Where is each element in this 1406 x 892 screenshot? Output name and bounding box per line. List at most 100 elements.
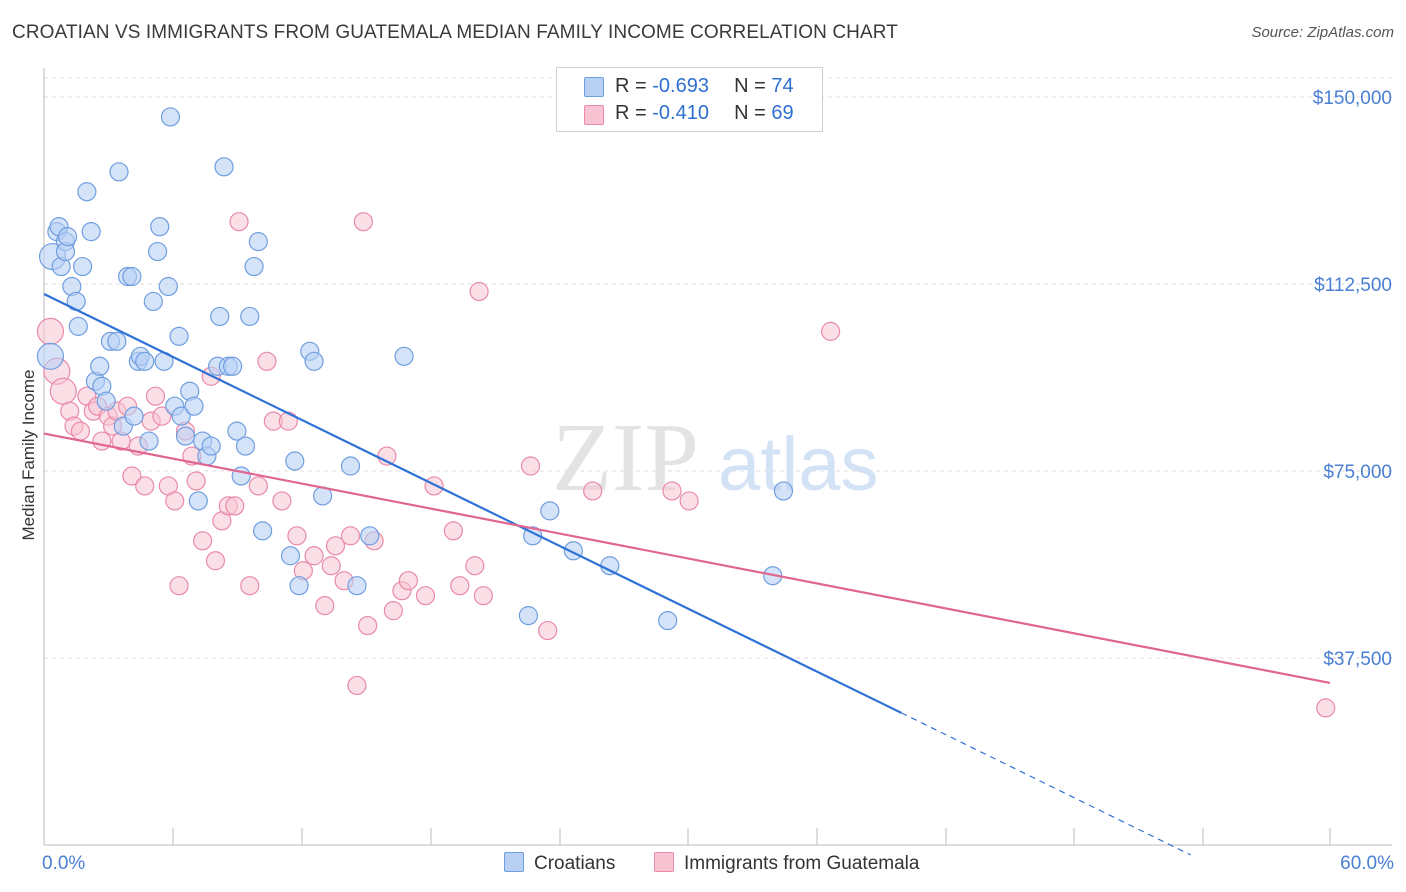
bottom-legend-label: Croatians: [534, 853, 616, 874]
croatian-point: [72, 256, 93, 277]
bottom-swatch-blue: [504, 852, 524, 872]
guatemala-point: [36, 317, 65, 345]
croatian-point: [57, 227, 78, 247]
legend-row-croatians: R = -0.693 N = 74: [615, 75, 794, 98]
croatian-point: [109, 162, 129, 182]
stats-legend: R = -0.693 N = 74 R = -0.410 N = 69: [556, 67, 823, 132]
legend-swatch-blue: [584, 77, 604, 97]
croatian-point: [160, 107, 181, 127]
guatemala-point: [398, 571, 418, 591]
croatian-point: [135, 351, 155, 371]
trend-lines: [43, 292, 1331, 856]
guatemala-point: [287, 526, 307, 546]
croatian-point: [175, 426, 196, 446]
croatian-point: [81, 222, 101, 242]
croatian-point: [235, 436, 256, 456]
croatian-point: [36, 342, 65, 370]
legend-swatch-pink: [584, 105, 604, 125]
guatemala-point: [135, 476, 155, 496]
croatian-point: [658, 610, 678, 631]
guatemala-point: [257, 351, 277, 371]
guatemala-point: [469, 281, 489, 302]
guatemala-point: [424, 476, 444, 496]
croatian-point: [280, 546, 301, 566]
croatian-point: [147, 241, 168, 262]
legend-n-value: 69: [771, 102, 794, 124]
guatemala-point: [520, 456, 541, 476]
croatian-point: [122, 266, 142, 287]
guatemala-point: [465, 556, 485, 576]
x-tick-label: 0.0%: [42, 853, 85, 874]
guatemala-point: [347, 675, 367, 696]
guatemala-point: [229, 212, 249, 232]
legend-n-label: N =: [734, 75, 766, 97]
guatemala-point: [240, 576, 260, 596]
croatian-point: [107, 331, 127, 351]
croatian-point: [248, 232, 268, 252]
croatian-point: [124, 406, 144, 426]
guatemala-point: [383, 601, 403, 621]
watermark-atlas: atlas: [718, 422, 879, 507]
guatemala-trend-line: [43, 432, 1331, 685]
axes: [43, 68, 1392, 846]
guatemala-point: [304, 546, 324, 566]
croatian-point: [340, 456, 361, 476]
croatian-point: [210, 306, 230, 327]
legend-r-value: -0.693: [652, 75, 709, 97]
croatian-point: [158, 276, 178, 297]
guatemala-point: [321, 556, 341, 576]
guatemala-point: [679, 491, 699, 511]
croatian-point: [285, 451, 305, 471]
croatian-point: [150, 217, 170, 237]
y-tick-label: $112,500: [1314, 275, 1392, 296]
guatemala-point: [278, 411, 298, 431]
croatian-points: [36, 107, 794, 631]
legend-r-label: R =: [615, 75, 647, 97]
guatemala-point: [193, 531, 213, 551]
guatemala-point: [1316, 698, 1336, 718]
guatemala-point: [583, 481, 603, 501]
croatian-point: [139, 431, 159, 451]
croatian-point: [227, 421, 247, 441]
croatian-point: [518, 606, 538, 626]
legend-r-label: R =: [615, 102, 647, 124]
guatemala-point: [272, 491, 292, 511]
guatemala-point: [248, 476, 268, 496]
bottom-legend-croatians: Croatians: [504, 852, 615, 875]
guatemala-point: [70, 421, 91, 441]
guatemala-point: [205, 551, 226, 571]
chart-title: CROATIAN VS IMMIGRANTS FROM GUATEMALA ME…: [12, 22, 898, 43]
guatemala-point: [821, 321, 841, 341]
guatemala-point: [165, 491, 185, 511]
guatemala-point: [122, 466, 142, 486]
guatemala-point: [358, 615, 378, 636]
source-label: Source: ZipAtlas.com: [1251, 24, 1394, 41]
guatemala-point: [340, 526, 361, 546]
guatemala-point: [450, 576, 470, 596]
guatemala-point: [473, 586, 493, 606]
croatian-point: [96, 391, 116, 411]
croatian-point: [90, 356, 110, 376]
legend-r-value: -0.410: [652, 102, 709, 124]
croatian-point: [77, 182, 97, 202]
croatian-point: [143, 291, 163, 312]
croatian-point: [188, 491, 208, 511]
guatemala-point: [443, 521, 463, 541]
y-tick-label: $75,000: [1323, 462, 1392, 483]
bottom-legend-guatemala: Immigrants from Guatemala: [654, 852, 919, 875]
guatemala-point: [315, 596, 335, 616]
croatian-point: [244, 256, 264, 277]
guatemala-point: [92, 431, 112, 451]
croatian-point: [214, 157, 234, 177]
watermark: ZIP atlas: [552, 404, 879, 512]
legend-row-guatemala: R = -0.410 N = 69: [615, 102, 794, 125]
croatian-point: [563, 541, 584, 561]
croatian-point: [600, 556, 620, 576]
y-tick-label: $37,500: [1323, 649, 1392, 670]
guatemala-point: [169, 576, 189, 596]
croatian-point: [240, 306, 260, 327]
croatian-point: [171, 406, 191, 426]
croatian-point: [253, 521, 273, 541]
croatian-point: [68, 316, 88, 336]
guatemala-point: [538, 620, 558, 641]
